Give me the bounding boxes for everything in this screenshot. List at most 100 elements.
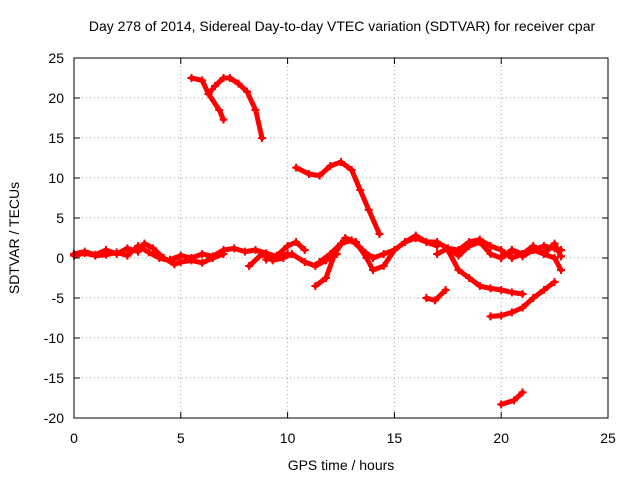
data-point [292, 238, 301, 246]
data-point [300, 258, 309, 266]
series-arc-d [187, 74, 266, 142]
data-point [518, 388, 527, 397]
data-point [198, 258, 207, 267]
data-point [204, 90, 213, 98]
series-line [189, 75, 265, 141]
data-point [347, 236, 356, 245]
data-point [112, 248, 121, 257]
data-point [497, 311, 506, 320]
data-point [219, 115, 228, 124]
data-point [80, 249, 89, 258]
data-point [433, 250, 442, 258]
data-point [304, 170, 313, 178]
data-point [315, 171, 324, 180]
data-point [326, 250, 335, 258]
data-point [465, 242, 474, 250]
x-tick-label: 25 [600, 430, 616, 446]
data-point [475, 282, 484, 290]
data-point [208, 252, 217, 261]
data-point [441, 286, 450, 294]
series-arc-h [292, 158, 384, 238]
data-point [140, 239, 149, 248]
data-point [411, 231, 420, 240]
data-point [510, 396, 519, 405]
y-axis-label: SDTVAR / TECUs [6, 182, 22, 294]
series-line [71, 241, 226, 267]
data-point [337, 158, 345, 166]
data-point [497, 254, 506, 262]
y-tick-label: 5 [56, 210, 64, 226]
y-tick-label: 20 [48, 90, 64, 106]
data-point [422, 294, 431, 302]
series-arc-n [422, 286, 450, 305]
data-point [198, 76, 207, 85]
data-point [210, 82, 219, 90]
data-point [257, 134, 266, 142]
data-point [347, 166, 356, 174]
data-point [300, 246, 309, 254]
data-point [465, 274, 474, 282]
data-point [198, 250, 207, 258]
x-tick-label: 5 [177, 430, 185, 446]
data-point [240, 247, 249, 256]
data-point [390, 246, 399, 254]
data-point [557, 266, 566, 274]
data-point [497, 400, 506, 409]
series-group [70, 74, 566, 409]
data-point [539, 286, 548, 294]
x-tick-label: 10 [280, 430, 296, 446]
data-point [230, 244, 239, 253]
data-point [245, 262, 254, 270]
data-point [149, 244, 158, 253]
data-point [507, 308, 516, 317]
data-point [155, 254, 164, 262]
grid-lines [74, 58, 608, 418]
data-point [358, 246, 367, 254]
data-point [91, 251, 100, 260]
data-point [475, 238, 484, 246]
data-point [272, 251, 281, 260]
data-point [486, 312, 495, 321]
data-point [279, 254, 288, 262]
data-point [123, 251, 132, 260]
series-arc-m [443, 246, 527, 298]
data-point [123, 244, 132, 253]
x-tick-label: 20 [493, 430, 509, 446]
data-point [401, 238, 410, 246]
data-point [287, 250, 296, 258]
chart-title: Day 278 of 2014, Sidereal Day-to-day VTE… [89, 18, 596, 34]
data-point [375, 230, 384, 238]
data-point [315, 258, 324, 266]
data-point [550, 239, 559, 248]
data-point [292, 163, 301, 172]
data-point [243, 87, 252, 96]
data-point [557, 252, 566, 261]
data-point [422, 238, 431, 246]
data-point [379, 250, 388, 258]
data-point [144, 248, 153, 257]
data-point [433, 238, 442, 246]
data-point [518, 250, 527, 258]
x-tick-label: 0 [70, 430, 78, 446]
data-point [215, 106, 224, 114]
data-point [454, 251, 463, 260]
data-point [550, 254, 559, 262]
data-point [518, 290, 527, 298]
data-point [507, 246, 516, 254]
data-point [134, 242, 143, 250]
y-tick-label: 10 [48, 170, 64, 186]
data-point [497, 286, 506, 294]
data-point [454, 266, 463, 274]
data-point [337, 239, 345, 248]
data-point [322, 274, 331, 282]
data-point [497, 246, 506, 254]
data-point [187, 254, 196, 262]
data-point [176, 251, 185, 260]
data-point [234, 79, 243, 88]
data-point [257, 250, 266, 258]
data-point [225, 74, 234, 82]
series-arc-p [497, 388, 527, 409]
data-point [486, 250, 495, 258]
